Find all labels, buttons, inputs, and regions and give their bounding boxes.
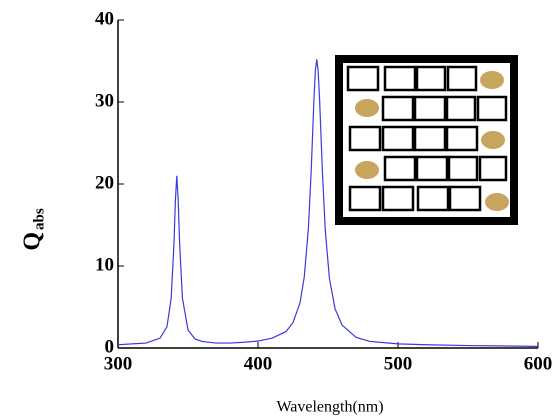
y-tick-label: 10 <box>95 254 114 275</box>
plot-area: 0 10 20 30 40 300 400 500 600 <box>95 8 552 374</box>
x-tick-label: 300 <box>104 353 133 374</box>
y-tick-label: 30 <box>95 90 114 111</box>
x-axis-label: Wavelength(nm) <box>276 399 383 416</box>
x-tick-label: 500 <box>384 353 413 374</box>
inset-particles <box>355 71 509 211</box>
inset-squares <box>346 65 508 212</box>
x-tick-label: 600 <box>524 353 553 374</box>
y-tick-label: 0 <box>105 336 115 357</box>
y-axis-label: Q <box>20 232 46 251</box>
y-axis-label-subscript: abs <box>31 208 47 230</box>
y-tick-label: 20 <box>95 172 114 193</box>
y-axis-label-group: Q abs <box>20 208 48 251</box>
inset-diagram <box>335 55 518 225</box>
x-tick-label: 400 <box>244 353 273 374</box>
data-line <box>117 59 539 347</box>
y-tick-label: 40 <box>95 8 114 29</box>
